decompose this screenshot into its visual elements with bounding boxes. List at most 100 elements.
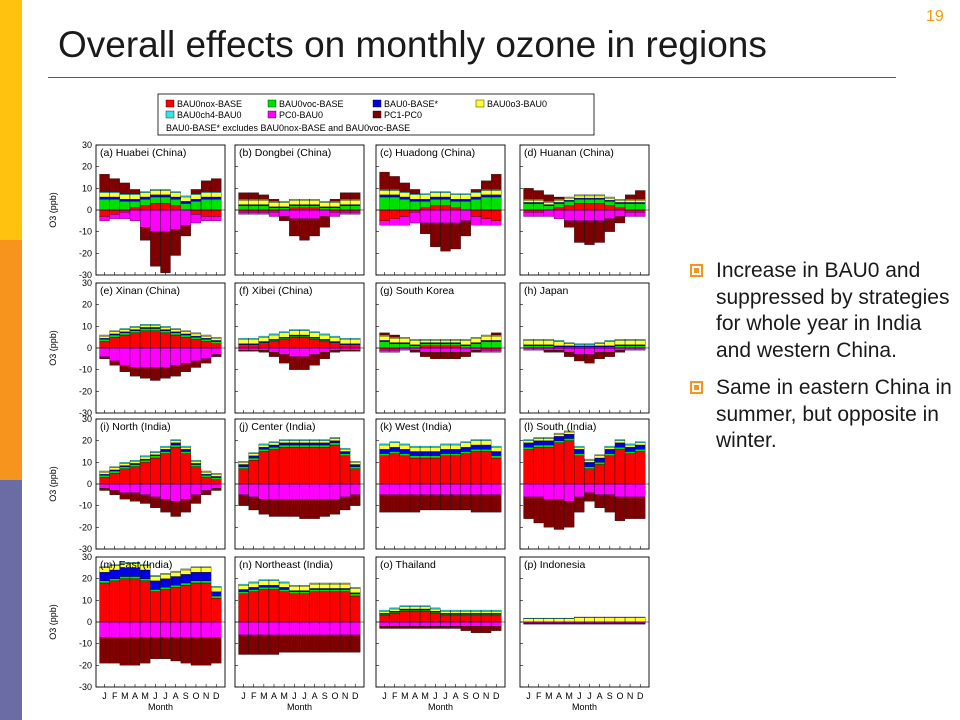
bar-ch4 [238,583,249,586]
bar-ch4 [258,579,269,581]
bar-voc [200,339,212,342]
bar-pc0 [604,483,615,495]
bar-pc1 [399,626,410,629]
bar-pc0 [379,483,390,495]
x-tick-label: S [463,691,469,701]
bar-o3 [379,190,390,195]
bar-o3 [389,190,400,195]
bar-pc0 [150,621,161,638]
bar-pc0 [170,347,181,366]
bar-voc [99,339,110,342]
x-tick-label: A [453,691,459,701]
bar-o3 [614,440,626,443]
bar-pc1 [140,494,151,504]
bar-pc1 [543,622,554,625]
bar-voc [258,205,269,211]
bar-base [350,464,361,467]
bar-o3 [491,611,502,614]
bar-o3 [409,194,421,200]
bar-base [604,345,615,348]
bar-base [160,194,171,198]
bar-o3 [604,617,615,623]
bar-voc [268,447,280,450]
bar-ch4 [248,199,259,201]
bar-nox [480,209,492,219]
bar-ch4 [190,460,202,462]
bar-base [99,196,110,200]
bar-pc1 [594,352,605,359]
bar-o3 [420,447,431,452]
bar-pc1 [574,622,585,625]
bar-nox [140,330,151,349]
bar-base [190,335,202,338]
bar-voc [190,464,202,467]
bar-ch4 [140,455,151,458]
bar-voc [543,345,554,349]
x-tick-label: J [102,691,107,701]
bar-pc0 [450,209,461,224]
bar-o3 [350,200,361,205]
bar-base [460,613,471,615]
bar-o3 [190,333,202,337]
bar-pc1 [150,637,161,659]
bar-nox [211,479,222,485]
bar-voc [399,343,410,349]
bar-pc0 [430,621,441,627]
bar-o3 [533,618,544,623]
bar-base [604,449,615,454]
bar-pc0 [170,483,181,502]
bullet-item: Increase in BAU0 and suppressed by strat… [690,258,952,364]
bar-pc1 [99,637,110,664]
bar-o3 [289,440,300,443]
bar-pc1 [258,350,269,353]
bar-voc [339,205,351,211]
bar-pc0 [190,214,202,224]
x-tick-label: D [493,691,500,701]
x-tick-label: J [241,691,246,701]
bar-ch4 [129,193,141,195]
bar-voc [190,201,202,211]
bar-o3 [350,588,361,593]
bar-ch4 [389,189,400,191]
bar-voc [211,595,222,599]
bar-voc [299,335,310,338]
bar-pc1 [119,637,130,666]
bar-ch4 [624,199,636,201]
bar-voc [180,451,191,454]
bar-o3 [594,343,605,346]
bar-nox [533,447,544,485]
bar-nox [319,591,330,623]
bar-base [584,345,595,348]
bar-voc [491,455,502,459]
bar-ch4 [109,330,120,332]
bar-pc0 [389,621,400,627]
bar-voc [399,199,410,211]
bar-o3 [350,339,361,344]
bar-base [190,463,202,465]
bar-pc0 [594,483,605,495]
bar-ch4 [238,199,249,201]
bar-pc0 [119,621,130,638]
bar-pc0 [150,347,161,368]
bar-nox [440,455,451,485]
bar-voc [594,199,605,204]
bar-pc0 [379,350,390,353]
bar-ch4 [430,607,441,610]
bar-o3 [460,340,471,345]
bar-voc [389,196,400,211]
bar-pc0 [140,483,151,495]
bar-pc1 [180,637,191,664]
bar-o3 [553,200,565,203]
bar-pc0 [329,621,341,636]
bar-base [150,580,161,590]
bar-nox [160,589,171,623]
bar-o3 [190,567,202,573]
bar-o3 [574,195,585,199]
bar-pc1 [150,231,161,267]
bar-pc1 [129,492,141,502]
bar-voc [564,201,575,206]
bar-nox [339,455,351,485]
y-tick-label: 20 [82,574,92,584]
bar-ch4 [470,609,482,612]
bar-pc1 [339,496,351,511]
